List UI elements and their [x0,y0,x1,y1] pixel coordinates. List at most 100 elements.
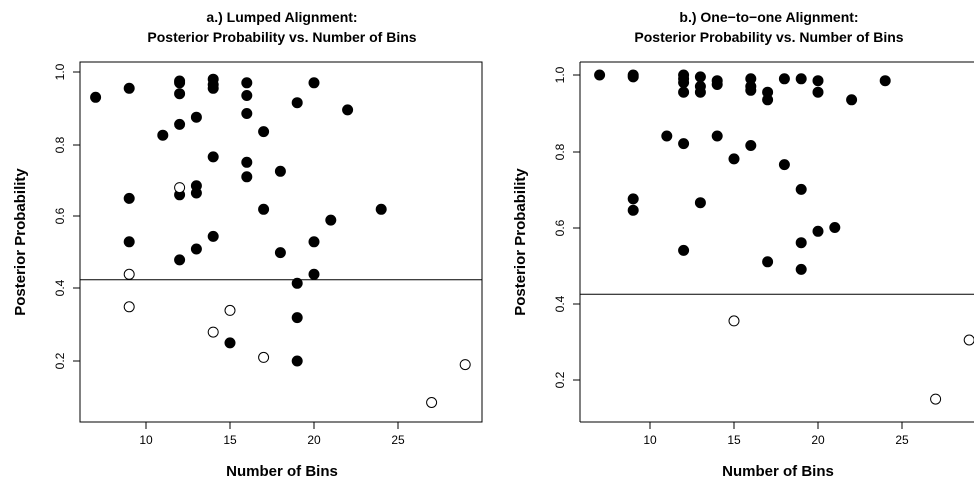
data-point-filled [308,77,320,89]
y-tick-label: 0.8 [53,136,67,153]
data-point-filled [694,86,706,98]
data-point-filled [190,187,202,199]
panel-one-to-one-alignment: b.) One−to−one Alignment: Posterior Prob… [512,9,974,480]
data-point-filled [291,97,303,109]
y-tick-label: 0.6 [53,207,67,224]
data-point-open [426,397,438,408]
chart-title: b.) One−to−one Alignment: [679,9,858,25]
data-points [80,73,482,408]
data-point-filled [627,193,639,205]
data-point-filled [594,69,606,81]
data-point-filled [795,183,807,195]
data-point-filled [762,94,774,106]
y-tick-label: 0.4 [53,279,67,296]
data-point-filled [207,82,219,94]
data-point-filled [728,153,740,165]
data-point-filled [627,204,639,216]
data-point-filled [190,243,202,255]
data-point-filled [123,192,135,204]
data-point-filled [241,77,253,89]
data-point-open [930,393,942,405]
data-point-filled [241,108,253,119]
data-point-filled [778,159,790,171]
data-point-filled [190,111,202,123]
data-point-filled [308,268,320,280]
data-point-filled [846,94,858,106]
data-point-filled [342,104,354,116]
data-point-filled [258,203,270,215]
data-point-open [224,304,236,316]
data-point-filled [174,254,186,266]
data-point-filled [661,130,673,142]
data-points [580,69,974,405]
y-tick-label: 0.2 [553,371,567,388]
data-point-filled [174,88,186,100]
data-point-filled [711,130,723,142]
data-point-open [258,351,270,363]
data-point-open [963,334,974,346]
data-point-filled [174,118,186,130]
panel-lumped-alignment: a.) Lumped Alignment: Posterior Probabil… [12,9,483,480]
data-point-filled [812,75,824,87]
data-point-filled [795,237,807,249]
chart-subtitle: Posterior Probability vs. Number of Bins [634,29,903,45]
data-point-open [207,326,219,338]
plot-frame [79,61,483,423]
data-point-filled [274,247,286,259]
data-point-filled [745,84,757,96]
x-tick-label: 20 [307,433,321,447]
data-point-filled [375,203,387,215]
data-point-filled [123,82,135,94]
data-point-filled [795,263,807,275]
data-point-filled [258,126,270,138]
x-tick-label: 15 [223,433,237,447]
data-point-filled [241,171,253,183]
data-point-open [123,268,135,280]
data-point-filled [241,90,253,101]
data-point-filled [241,156,253,168]
x-tick-label: 20 [811,433,825,447]
x-tick-label: 25 [895,433,909,447]
data-point-filled [694,71,706,83]
data-point-filled [678,77,690,89]
data-point-open [174,182,186,194]
data-point-filled [812,86,824,98]
data-point-filled [778,73,790,85]
data-point-filled [829,222,841,233]
data-point-filled [879,75,891,87]
x-axis-label: Number of Bins [722,463,834,480]
x-axis-label: Number of Bins [226,463,338,480]
chart-title: a.) Lumped Alignment: [206,9,357,25]
data-point-filled [678,86,690,98]
x-tick-label: 15 [727,433,741,447]
data-point-filled [795,73,807,85]
data-point-filled [207,151,219,163]
data-point-filled [274,165,286,177]
data-point-filled [291,277,303,289]
data-point-open [123,301,135,313]
data-point-filled [174,77,186,89]
data-point-open [728,315,740,327]
data-point-filled [325,214,337,226]
data-point-open [459,359,471,371]
data-point-filled [812,225,824,237]
data-point-filled [745,140,757,151]
data-point-filled [694,197,706,209]
data-point-filled [627,71,639,83]
data-point-filled [678,244,690,256]
data-point-filled [291,355,303,367]
x-tick-label: 10 [643,433,657,447]
data-point-filled [762,256,774,268]
y-axis-label: Posterior Probability [512,168,529,316]
data-point-filled [123,236,135,248]
data-point-filled [711,79,723,90]
data-point-filled [291,312,303,324]
x-tick-label: 25 [391,433,405,447]
y-axis-label: Posterior Probability [12,168,29,316]
x-tick-label: 10 [139,433,153,447]
data-point-filled [678,138,690,150]
data-point-filled [157,129,169,141]
y-tick-label: 0.2 [53,352,67,369]
